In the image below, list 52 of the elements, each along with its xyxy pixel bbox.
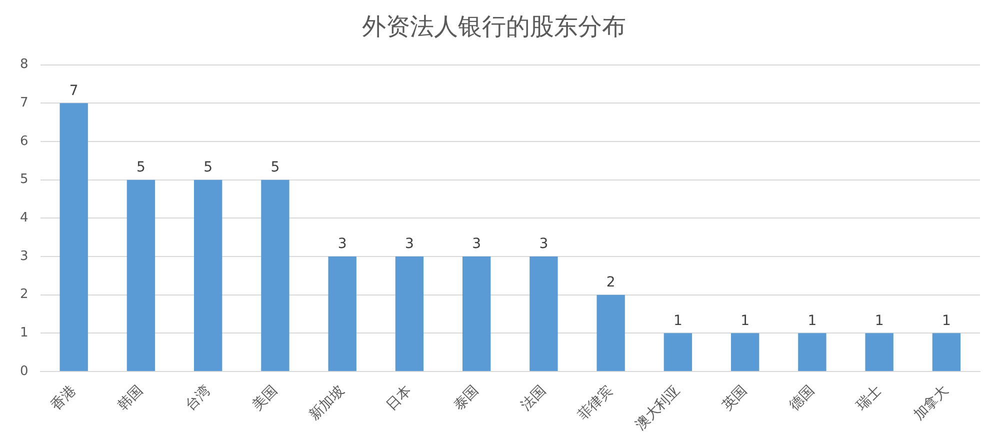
data-label: 1 <box>673 312 682 329</box>
data-label: 5 <box>204 159 213 176</box>
bar <box>865 333 894 372</box>
y-tick-label: 7 <box>20 96 28 111</box>
x-tick-label: 新加坡 <box>306 382 348 424</box>
x-tick-label: 澳大利亚 <box>632 382 684 434</box>
data-label: 3 <box>539 236 548 252</box>
data-label: 1 <box>740 312 750 329</box>
x-tick-label: 韩国 <box>115 382 146 414</box>
x-tick-label: 泰国 <box>450 382 482 414</box>
chart-title: 外资法人银行的股东分布 <box>362 12 626 41</box>
bar <box>932 333 961 372</box>
data-label: 1 <box>874 312 884 329</box>
data-label: 3 <box>472 236 482 252</box>
x-tick-label: 英国 <box>719 382 750 414</box>
bar <box>126 180 156 372</box>
data-label: 2 <box>606 274 616 290</box>
data-label: 1 <box>808 312 817 329</box>
bar <box>261 180 290 372</box>
bar <box>60 103 88 372</box>
bar <box>664 333 692 372</box>
y-tick-label: 2 <box>20 287 28 302</box>
data-label: 7 <box>69 82 78 99</box>
bar <box>530 256 558 372</box>
data-label: 1 <box>942 312 951 329</box>
y-tick-label: 1 <box>20 326 28 341</box>
data-label: 5 <box>136 159 146 176</box>
bar <box>462 256 491 372</box>
x-tick-label: 台湾 <box>182 382 214 414</box>
bar <box>328 256 356 372</box>
x-tick-label: 菲律宾 <box>575 382 616 424</box>
y-tick-label: 5 <box>20 172 28 188</box>
bar <box>730 333 760 372</box>
x-tick-label: 加拿大 <box>910 382 952 424</box>
bar <box>395 256 424 372</box>
y-tick-label: 6 <box>20 134 28 149</box>
x-tick-label: 瑞士 <box>854 382 885 414</box>
data-label: 3 <box>404 236 414 252</box>
x-tick-label: 法国 <box>518 382 550 414</box>
y-tick-label: 4 <box>20 210 28 226</box>
y-tick-label: 3 <box>20 248 28 264</box>
x-tick-label: 香港 <box>48 382 80 414</box>
data-label: 5 <box>270 159 280 176</box>
bar <box>596 294 625 372</box>
bar <box>798 333 826 372</box>
data-label: 3 <box>338 236 347 252</box>
x-tick-label: 德国 <box>786 382 818 414</box>
bar <box>194 180 222 372</box>
y-tick-label: 8 <box>20 57 28 72</box>
x-tick-label: 美国 <box>249 382 281 414</box>
y-tick-label: 0 <box>20 364 28 379</box>
x-tick-label: 日本 <box>384 382 415 414</box>
